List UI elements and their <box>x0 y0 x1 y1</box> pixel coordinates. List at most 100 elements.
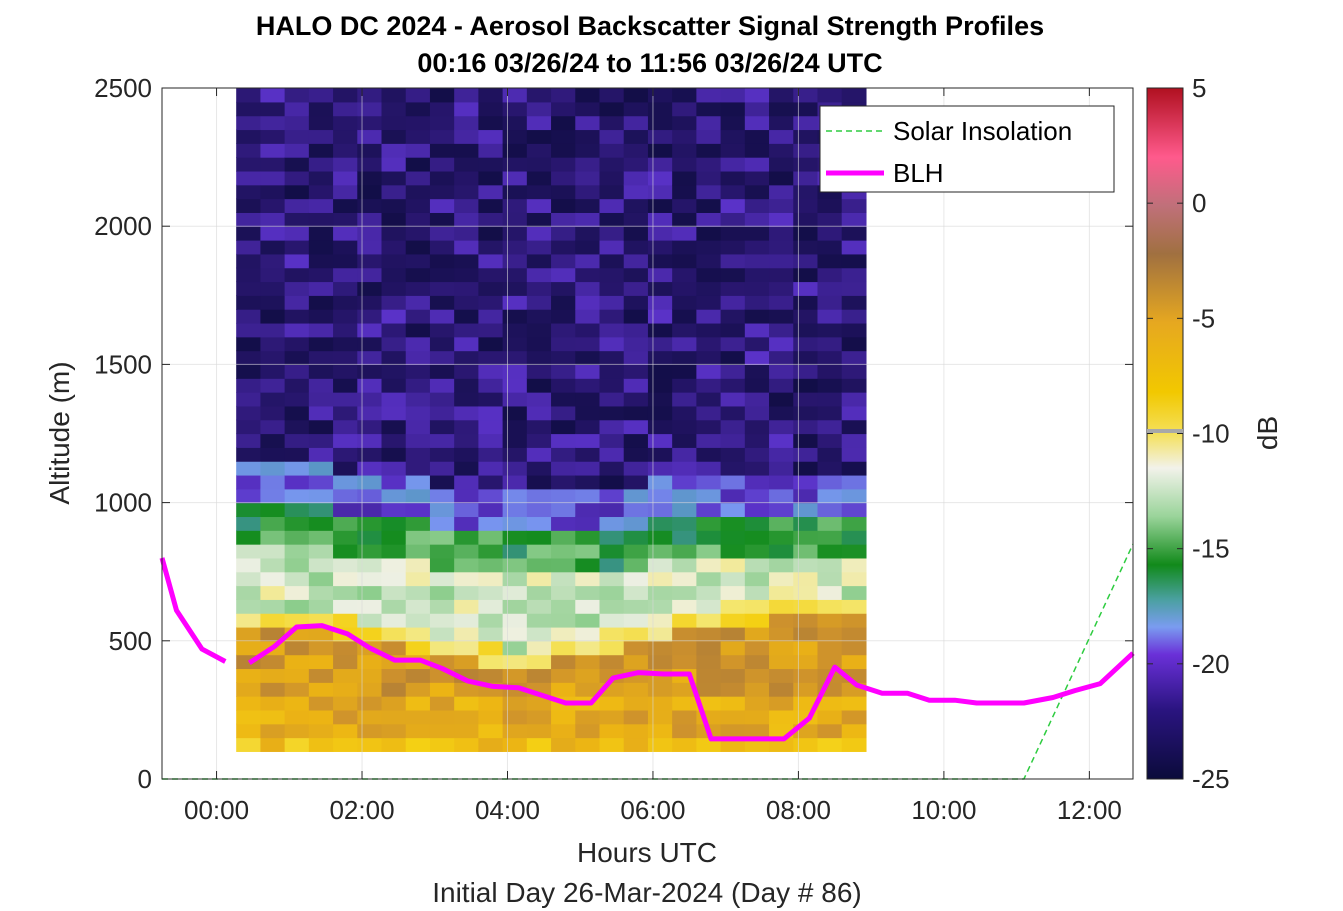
heatmap-cell <box>502 626 528 642</box>
heatmap-cell <box>623 392 649 407</box>
heatmap-cell <box>769 640 794 656</box>
heatmap-cell <box>284 682 310 697</box>
heatmap-cell <box>526 101 552 117</box>
heatmap-cell <box>454 709 479 725</box>
heatmap-cell <box>720 157 746 172</box>
heatmap-cell <box>841 392 867 407</box>
heatmap-cell <box>793 654 819 670</box>
heatmap-cell <box>405 309 431 324</box>
heatmap-cell <box>599 309 625 324</box>
y-axis-label: Altitude (m) <box>44 361 75 504</box>
heatmap-cell <box>696 170 722 186</box>
heatmap-cell <box>308 88 334 103</box>
heatmap-cell <box>502 516 528 531</box>
heatmap-cell <box>357 571 383 587</box>
heatmap-cell <box>623 640 649 656</box>
heatmap-cell <box>381 184 407 200</box>
heatmap-cell <box>333 544 358 559</box>
heatmap-cell <box>793 571 819 587</box>
heatmap-cell <box>502 557 528 573</box>
heatmap-cell <box>647 461 673 476</box>
heatmap-cell <box>817 419 843 435</box>
heatmap-cell <box>672 212 697 227</box>
heatmap-cell <box>381 433 407 448</box>
heatmap-cell <box>623 557 649 573</box>
heatmap-cell <box>526 557 552 573</box>
plot-area <box>159 87 1135 780</box>
heatmap-cell <box>381 101 407 117</box>
heatmap-cell <box>817 281 843 296</box>
heatmap-cell <box>769 461 794 476</box>
heatmap-cell <box>429 281 455 296</box>
x-tick-label: 08:00 <box>766 795 831 825</box>
heatmap-cell <box>599 530 625 545</box>
heatmap-cell <box>551 682 576 697</box>
heatmap-cell <box>769 170 794 186</box>
heatmap-cell <box>454 309 479 324</box>
heatmap-cell <box>284 585 310 600</box>
heatmap-cell <box>357 654 383 670</box>
heatmap-cell <box>502 474 528 490</box>
heatmap-cell <box>720 696 746 711</box>
heatmap-cell <box>478 461 504 476</box>
heatmap-cell <box>308 640 334 656</box>
heatmap-cell <box>696 585 722 600</box>
heatmap-cell <box>599 253 625 269</box>
heatmap-cell <box>502 226 528 241</box>
heatmap-cell <box>575 433 601 448</box>
heatmap-cell <box>720 626 746 642</box>
heatmap-cell <box>817 226 843 241</box>
heatmap-cell <box>793 392 819 407</box>
heatmap-cell <box>793 143 819 158</box>
heatmap-cell <box>817 544 843 559</box>
heatmap-cell <box>551 253 576 269</box>
heatmap-cell <box>284 378 310 393</box>
heatmap-cell <box>284 157 310 172</box>
heatmap-cell <box>284 668 310 683</box>
heatmap-cell <box>454 599 479 614</box>
heatmap-cell <box>599 502 625 518</box>
heatmap-cell <box>817 253 843 269</box>
heatmap-cell <box>333 392 358 407</box>
heatmap-cell <box>333 281 358 296</box>
y-tick-label: 0 <box>138 764 152 794</box>
heatmap-cell <box>260 557 286 573</box>
heatmap-cell <box>720 143 746 158</box>
heatmap-cell <box>502 488 528 504</box>
heatmap-cell <box>623 419 649 435</box>
heatmap-cell <box>526 626 552 642</box>
heatmap-cell <box>429 544 455 559</box>
heatmap-cell <box>284 226 310 241</box>
heatmap-cell <box>647 585 673 600</box>
heatmap-cell <box>793 101 819 117</box>
heatmap-cell <box>333 322 358 338</box>
heatmap-cell <box>260 295 286 310</box>
heatmap-cell <box>284 709 310 725</box>
heatmap-cell <box>502 101 528 117</box>
heatmap-cell <box>429 115 455 131</box>
heatmap-cell <box>333 226 358 241</box>
heatmap-cell <box>841 295 867 310</box>
heatmap-cell <box>429 198 455 213</box>
heatmap-cell <box>551 640 576 656</box>
heatmap-cell <box>429 364 455 379</box>
heatmap-cell <box>551 488 576 504</box>
heatmap-cell <box>333 723 358 739</box>
heatmap-cell <box>357 530 383 545</box>
heatmap-cell <box>817 309 843 324</box>
heatmap-cell <box>793 281 819 296</box>
heatmap-cell <box>381 447 407 462</box>
heatmap-cell <box>696 143 722 158</box>
heatmap-cell <box>405 433 431 448</box>
heatmap-cell <box>333 474 358 490</box>
heatmap-cell <box>672 474 697 490</box>
heatmap-cell <box>502 129 528 144</box>
heatmap-cell <box>551 198 576 213</box>
heatmap-cell <box>817 626 843 642</box>
heatmap-cell <box>841 281 867 296</box>
heatmap-cell <box>841 723 867 739</box>
heatmap-cell <box>308 267 334 283</box>
heatmap-cell <box>841 613 867 628</box>
heatmap-cell <box>575 530 601 545</box>
